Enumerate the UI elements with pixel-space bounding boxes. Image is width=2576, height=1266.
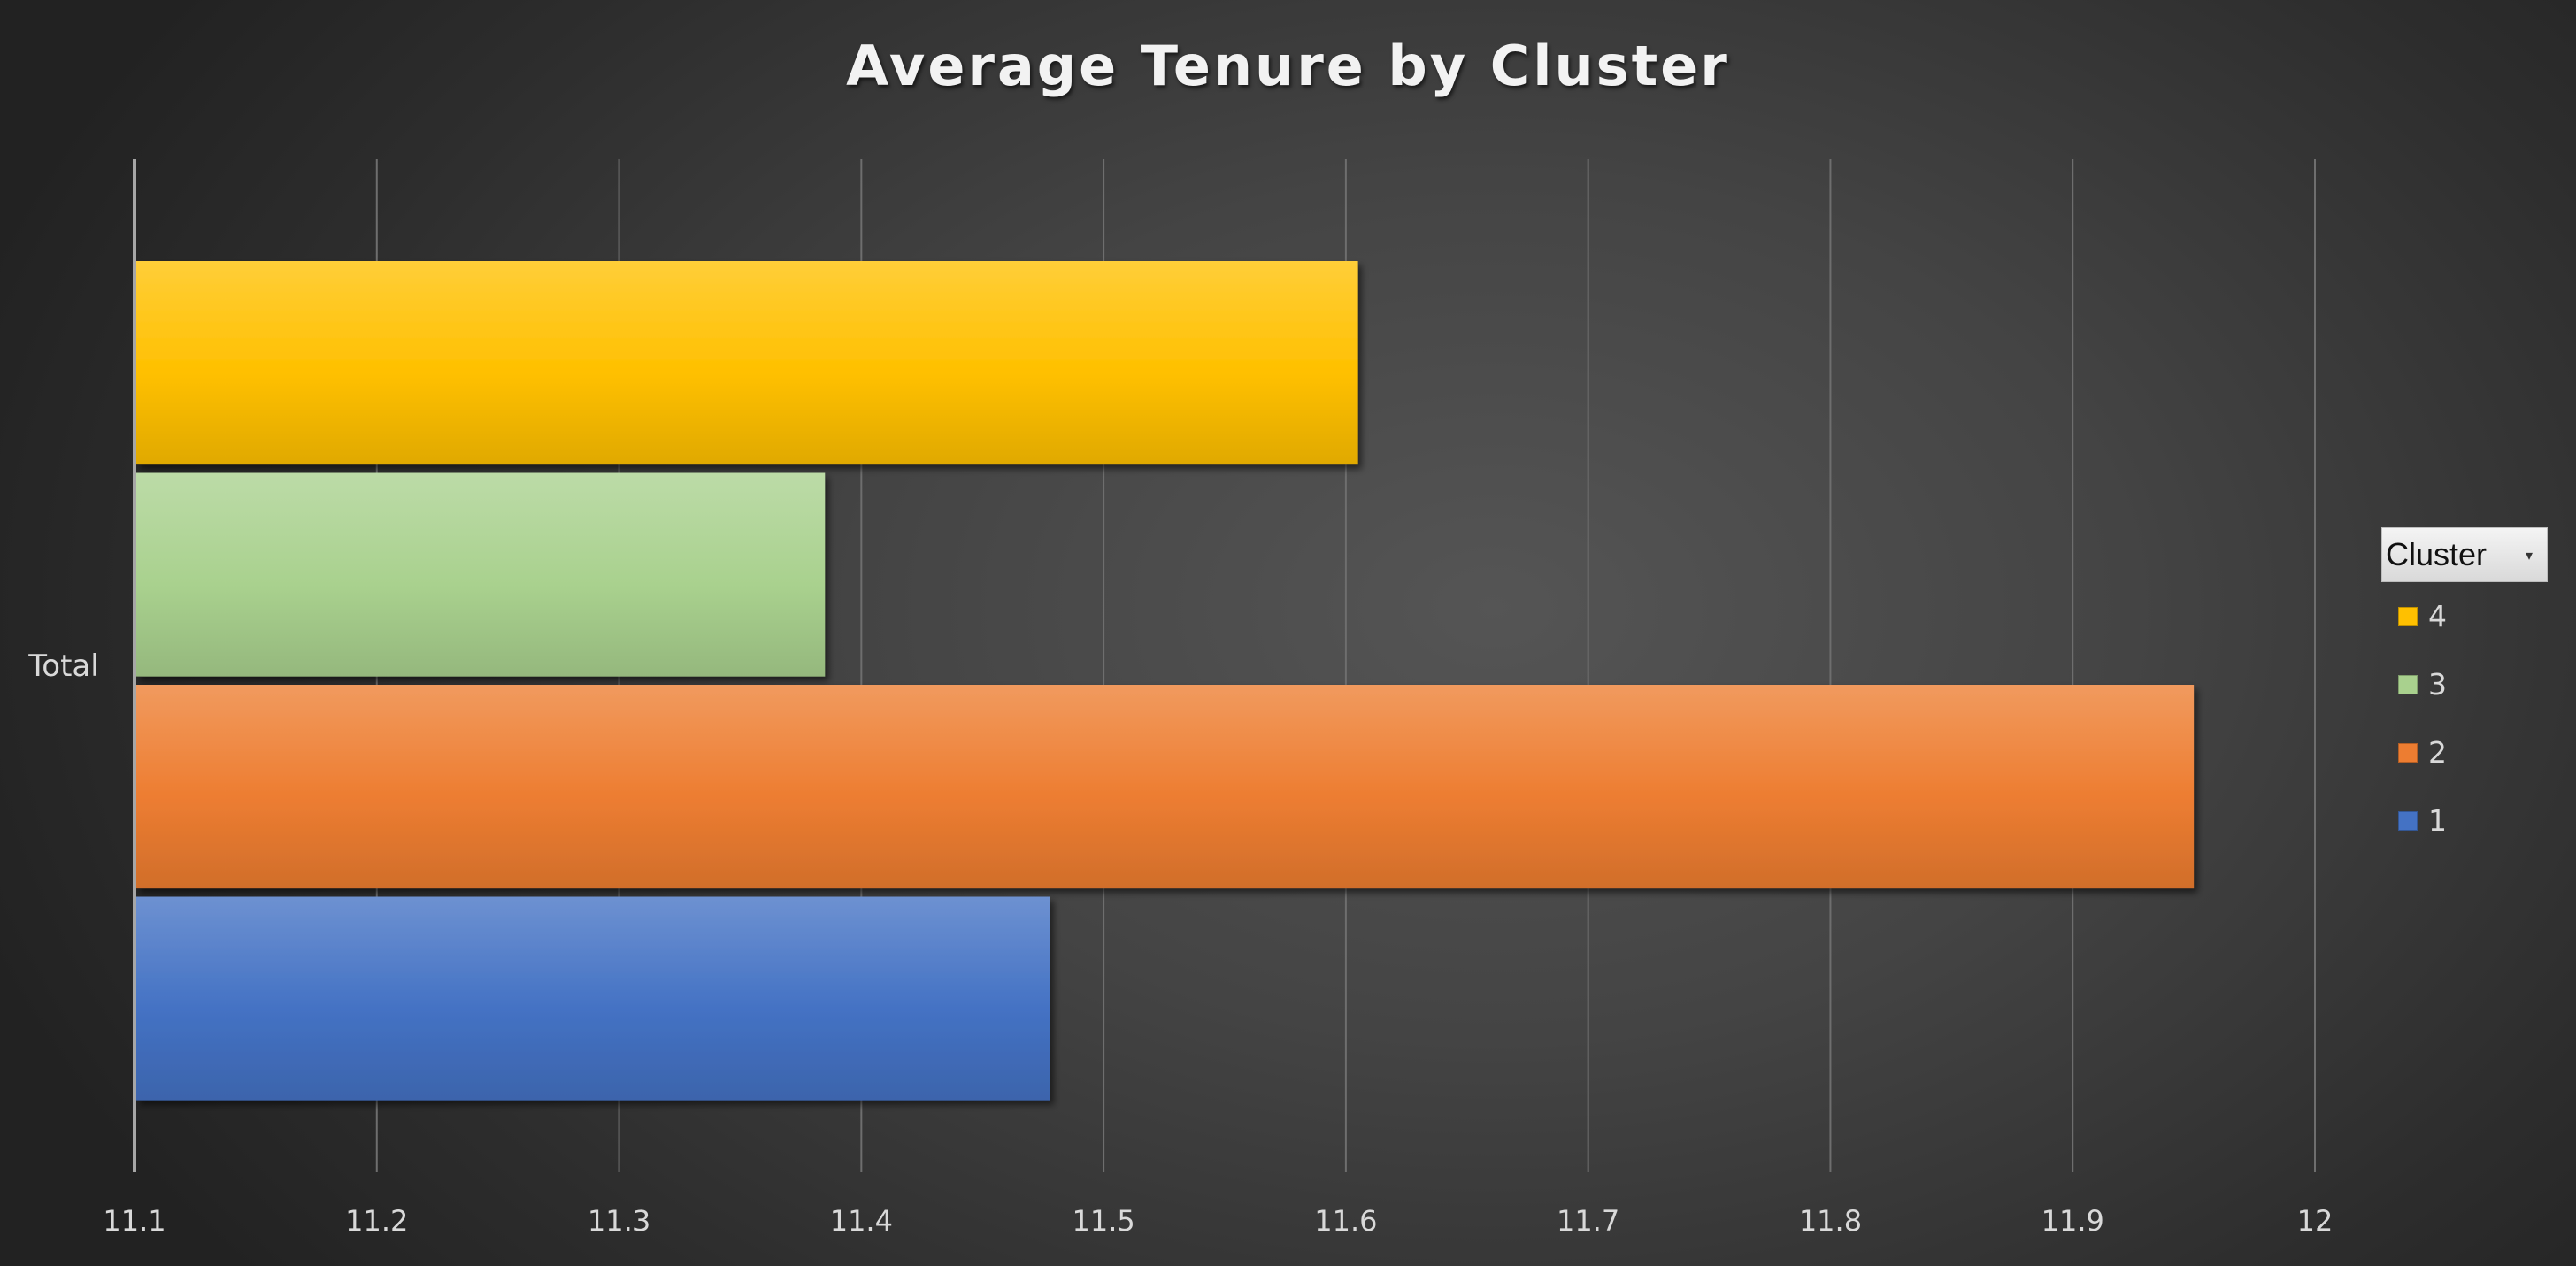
legend-swatch [2398,606,2418,626]
bar-cluster-3[interactable] [136,472,826,677]
legend-swatch [2398,742,2418,763]
legend-item-4[interactable]: 4 [2381,582,2548,650]
legend-label: 2 [2428,735,2447,770]
bar-cluster-1[interactable] [136,896,1050,1101]
x-tick-label: 11.3 [588,1204,650,1238]
legend-label: 1 [2428,803,2447,838]
x-tick-label: 11.5 [1072,1204,1134,1238]
x-tick-label: 11.8 [1799,1204,1862,1238]
legend-swatch [2398,810,2418,831]
y-category-label: Total [27,648,98,684]
legend-item-3[interactable]: 3 [2381,650,2548,718]
x-tick-label: 11.6 [1314,1204,1377,1238]
legend-item-2[interactable]: 2 [2381,718,2548,786]
x-tick-label: 11.9 [2042,1204,2104,1238]
legend-swatch [2398,674,2418,694]
legend-label: 4 [2428,599,2447,633]
legend: Cluster ▾ 4 3 2 1 [2381,527,2548,855]
axes: 11.1 11.2 11.3 11.4 11.5 11.6 11.7 11.8 11.9 12 To… [27,159,2333,1238]
x-tick-label: 11.7 [1557,1204,1619,1238]
x-tick-label: 11.2 [345,1204,408,1238]
bar-cluster-2[interactable] [136,685,2195,889]
x-tick-label: 11.1 [103,1204,165,1238]
legend-title: Cluster [2386,536,2488,572]
legend-item-1[interactable]: 1 [2381,786,2548,855]
x-tick-label: 11.4 [830,1204,893,1238]
legend-label: 3 [2428,667,2447,702]
legend-filter-button[interactable]: Cluster ▾ [2381,527,2548,582]
bar-cluster-4[interactable] [136,261,1358,465]
bars [136,261,2195,1101]
x-tick-label: 12 [2297,1204,2334,1238]
legend-items: 4 3 2 1 [2381,582,2548,855]
chart-title: Average Tenure by Cluster [846,34,1730,98]
dropdown-arrow-icon: ▾ [2525,546,2533,564]
